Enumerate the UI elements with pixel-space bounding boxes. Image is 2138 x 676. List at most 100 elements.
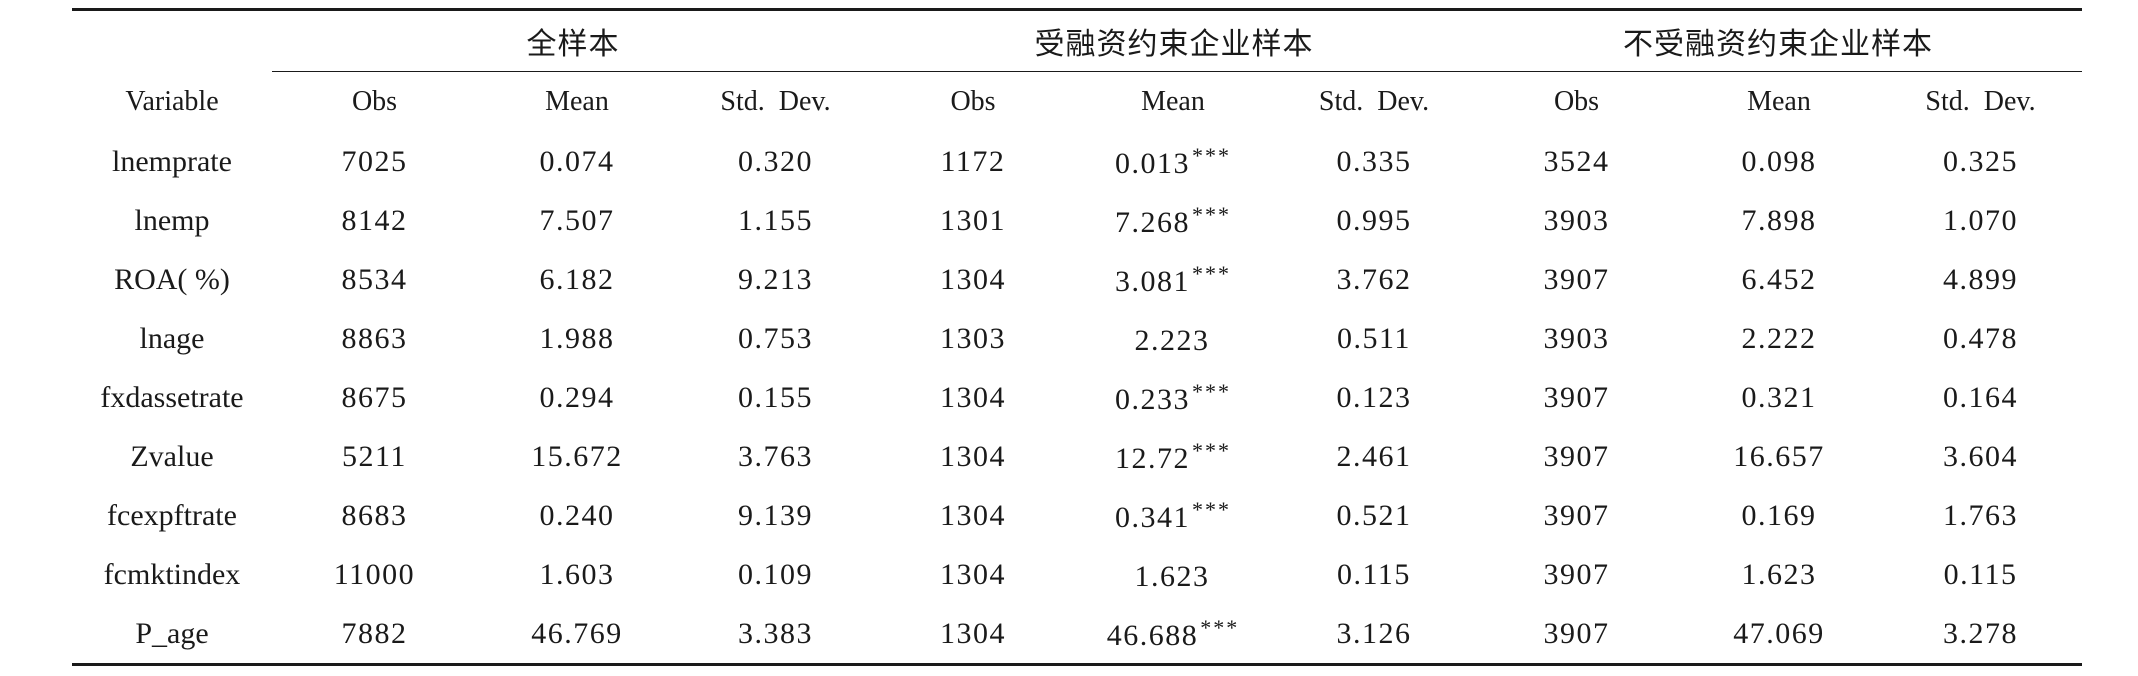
cell-constrained-obs: 1304 <box>874 486 1072 545</box>
cell-constrained-mean-value: 12.72 <box>1115 441 1190 475</box>
cell-constrained-obs-value: 1304 <box>940 262 1006 296</box>
cell-full-std: 9.213 <box>677 250 874 309</box>
cell-full-obs-value: 8675 <box>341 380 408 414</box>
cell-variable-value: P_age <box>135 616 209 650</box>
table-row: lnemprate 7025 0.074 0.320 1172 0.013*** 0.335… <box>72 132 2082 191</box>
cell-unconstrained-mean-value: 0.321 <box>1741 380 1817 414</box>
significance-stars: *** <box>1192 437 1231 463</box>
cell-constrained-obs: 1304 <box>874 368 1072 427</box>
cell-full-std-value: 9.139 <box>738 498 813 532</box>
cell-full-mean: 1.988 <box>477 309 677 368</box>
cell-constrained-obs-value: 1303 <box>940 321 1006 355</box>
cell-full-std: 3.763 <box>677 427 874 486</box>
cell-unconstrained-std-value: 4.899 <box>1943 262 2018 296</box>
cell-constrained-mean-value: 46.688 <box>1106 618 1199 652</box>
cell-constrained-mean-value: 0.341 <box>1115 500 1190 534</box>
cell-unconstrained-obs-value: 3907 <box>1543 262 1610 296</box>
cell-unconstrained-std-value: 1.763 <box>1943 498 2018 532</box>
cell-unconstrained-mean-value: 47.069 <box>1733 616 1825 650</box>
cell-unconstrained-std-value: 3.604 <box>1943 439 2018 473</box>
col-header-constrained-std: Std. Dev. <box>1318 86 1430 117</box>
cell-variable-value: fcexpftrate <box>107 498 237 532</box>
significance-stars: *** <box>1200 614 1240 640</box>
cell-unconstrained-obs: 3907 <box>1474 250 1679 309</box>
cell-full-obs: 8863 <box>272 309 477 368</box>
significance-stars: *** <box>1192 142 1231 168</box>
cell-constrained-mean: 46.688*** <box>1072 604 1274 666</box>
cell-constrained-std-value: 0.995 <box>1336 203 1412 237</box>
cell-constrained-obs: 1304 <box>874 545 1072 604</box>
cell-unconstrained-mean: 0.169 <box>1679 486 1879 545</box>
col-header-full-mean: Mean <box>545 86 609 117</box>
cell-variable-value: Zvalue <box>130 439 214 473</box>
cell-variable: fxdassetrate <box>72 368 272 427</box>
group-header-constrained: 受融资约束企业样本 <box>874 8 1474 72</box>
cell-unconstrained-obs-value: 3907 <box>1543 380 1610 414</box>
cell-full-mean-value: 15.672 <box>531 439 623 473</box>
cell-unconstrained-mean: 0.098 <box>1679 132 1879 191</box>
group-header-unconstrained: 不受融资约束企业样本 <box>1474 8 2083 72</box>
cell-full-std: 0.320 <box>677 132 874 191</box>
cell-unconstrained-obs: 3907 <box>1474 368 1679 427</box>
cell-unconstrained-obs-value: 3907 <box>1543 616 1610 650</box>
cell-full-std-value: 0.753 <box>738 321 813 355</box>
significance-stars: *** <box>1192 201 1231 227</box>
cell-unconstrained-mean-value: 6.452 <box>1741 262 1817 296</box>
cell-full-std: 0.109 <box>677 545 874 604</box>
col-header-unconstrained-mean: Mean <box>1747 86 1811 117</box>
column-header-row: Variable Obs Mean Std. Dev. Obs Mean Std… <box>72 72 2082 133</box>
cell-full-obs-value: 7882 <box>341 616 408 650</box>
cell-full-mean-value: 7.507 <box>539 203 615 237</box>
cell-variable: lnemprate <box>72 132 272 191</box>
cell-constrained-std: 0.335 <box>1274 132 1474 191</box>
cell-variable-value: lnemp <box>134 203 210 237</box>
table-row: lnemp 8142 7.507 1.155 1301 7.268*** 0.995 3903… <box>72 191 2082 250</box>
col-header-unconstrained-std: Std. Dev. <box>1925 86 2036 117</box>
cell-full-obs: 8683 <box>272 486 477 545</box>
cell-constrained-obs-value: 1304 <box>940 616 1006 650</box>
cell-constrained-std-value: 0.335 <box>1336 144 1412 178</box>
cell-unconstrained-obs-value: 3903 <box>1543 321 1610 355</box>
cell-unconstrained-std: 0.325 <box>1879 132 2082 191</box>
cell-unconstrained-std-value: 3.278 <box>1943 616 2018 650</box>
cell-full-mean: 0.240 <box>477 486 677 545</box>
cell-constrained-obs: 1304 <box>874 427 1072 486</box>
cell-unconstrained-mean: 0.321 <box>1679 368 1879 427</box>
cell-unconstrained-std: 3.278 <box>1879 604 2083 666</box>
cell-full-std-value: 3.763 <box>738 439 813 473</box>
cell-unconstrained-obs-value: 3907 <box>1543 557 1610 591</box>
cell-unconstrained-mean: 7.898 <box>1679 191 1879 250</box>
cell-full-std-value: 0.109 <box>738 557 813 591</box>
cell-full-mean: 0.074 <box>477 132 677 191</box>
cell-full-mean-value: 0.240 <box>539 498 615 532</box>
cell-constrained-std: 0.521 <box>1274 486 1474 545</box>
cell-full-obs: 11000 <box>272 545 477 604</box>
cell-unconstrained-std: 3.604 <box>1879 427 2082 486</box>
cell-full-mean: 46.769 <box>477 604 677 666</box>
cell-full-mean: 1.603 <box>477 545 677 604</box>
cell-unconstrained-obs: 3907 <box>1474 486 1679 545</box>
cell-variable: lnemp <box>72 191 272 250</box>
cell-constrained-std: 2.461 <box>1274 427 1474 486</box>
cell-constrained-obs-value: 1304 <box>940 380 1006 414</box>
cell-unconstrained-obs-value: 3903 <box>1543 203 1610 237</box>
cell-full-obs-value: 8683 <box>341 498 408 532</box>
cell-constrained-std: 0.511 <box>1274 309 1474 368</box>
cell-unconstrained-obs-value: 3907 <box>1543 439 1610 473</box>
cell-variable: fcmktindex <box>72 545 272 604</box>
cell-full-std: 9.139 <box>677 486 874 545</box>
descriptive-statistics-table: 全样本 受融资约束企业样本 不受融资约束企业样本 Variable Obs Me… <box>72 8 2083 666</box>
cell-constrained-obs-value: 1304 <box>940 439 1006 473</box>
table-row: Zvalue 5211 15.672 3.763 1304 12.72*** 2.461 39… <box>72 427 2082 486</box>
cell-full-obs-value: 7025 <box>341 144 408 178</box>
cell-unconstrained-std: 1.763 <box>1879 486 2082 545</box>
cell-unconstrained-std: 0.478 <box>1879 309 2082 368</box>
cell-constrained-mean: 7.268*** <box>1072 191 1274 250</box>
cell-constrained-obs: 1304 <box>874 250 1072 309</box>
cell-full-mean: 15.672 <box>477 427 677 486</box>
cell-full-obs: 7025 <box>272 132 477 191</box>
cell-constrained-mean-value: 0.013 <box>1115 146 1190 180</box>
cell-unconstrained-obs: 3903 <box>1474 191 1679 250</box>
cell-full-std: 0.155 <box>677 368 874 427</box>
cell-constrained-mean: 2.223 <box>1072 309 1274 368</box>
